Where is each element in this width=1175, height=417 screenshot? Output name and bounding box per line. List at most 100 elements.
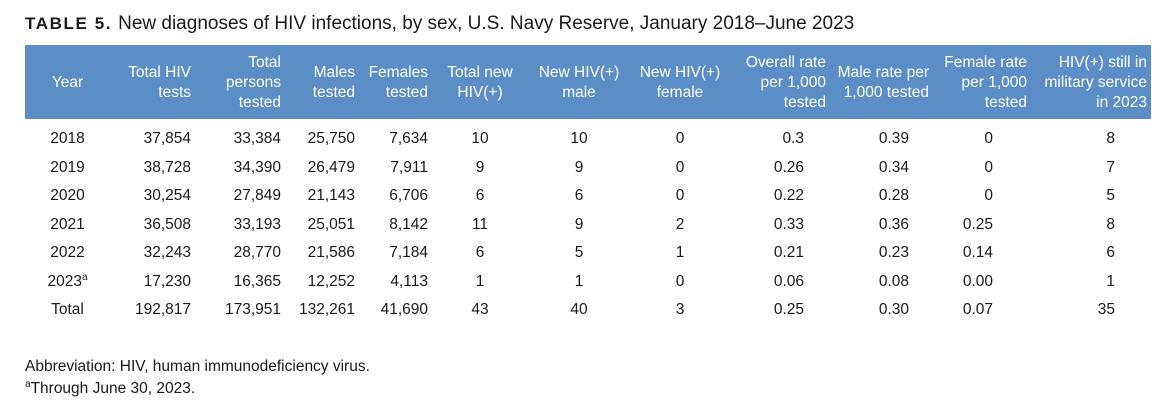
table-cell: 7,911 xyxy=(390,158,428,176)
table-label: TABLE 5. xyxy=(25,14,113,33)
table-cell: 21,143 xyxy=(307,187,355,205)
table-cell: 8,142 xyxy=(389,215,428,233)
table-row: 2018 37,854 33,384 25,750 7,634 10 10 0 0.3 0.39 0… xyxy=(25,119,1151,154)
table-cell: 21,586 xyxy=(307,244,355,262)
table-cell: 8 xyxy=(1106,215,1115,233)
table-cell: 0.25 xyxy=(773,301,804,319)
table-cell: 1 xyxy=(1106,272,1115,290)
table-cell: 0.14 xyxy=(962,244,993,262)
footnote-a-marker: a xyxy=(25,378,31,390)
table-cell: 192,817 xyxy=(134,301,191,319)
table-row: 2022 32,243 28,770 21,586 7,184 6 5 1 0.21 0.23 0.… xyxy=(25,239,1151,268)
table-cell: 43 xyxy=(471,301,489,319)
col-header-new-hiv-male: New HIV(+) male xyxy=(538,64,620,101)
table-cell: 6 xyxy=(1106,244,1115,262)
table-cell: 1 xyxy=(675,244,685,262)
col-header-still-in-service: HIV(+) still in military service in 2023 xyxy=(1044,54,1147,111)
table-cell: 33,384 xyxy=(233,130,281,148)
table-cell: 0.23 xyxy=(878,244,909,262)
table-cell: 0.3 xyxy=(782,130,804,148)
table-cell: 12,252 xyxy=(307,272,355,290)
table-cell: 0 xyxy=(984,158,993,176)
table-cell: 173,951 xyxy=(224,301,281,319)
table-row: Total 192,817 173,951 132,261 41,690 43 40 3 0.2… xyxy=(25,296,1151,325)
table-cell: 0.28 xyxy=(878,187,909,205)
table-cell: 27,849 xyxy=(233,187,281,205)
table-cell: 6 xyxy=(475,244,485,262)
col-header-overall-rate: Overall rate per 1,000 tested xyxy=(745,54,826,111)
table-cell: 0 xyxy=(984,130,993,148)
cell-year: Total xyxy=(51,301,84,319)
table-cell: 0 xyxy=(675,158,685,176)
table-cell: 35 xyxy=(1097,301,1115,319)
col-header-female-rate: Female rate per 1,000 tested xyxy=(944,54,1027,111)
table-row: 2020 30,254 27,849 21,143 6,706 6 6 0 0.22 0.28 0 5 xyxy=(25,182,1151,211)
table-cell: 0.25 xyxy=(962,215,993,233)
table-cell: 41,690 xyxy=(380,301,428,319)
table-cell: 37,854 xyxy=(143,130,191,148)
table-cell: 0 xyxy=(675,272,685,290)
table-cell: 0.00 xyxy=(962,272,993,290)
table-cell: 1 xyxy=(574,272,584,290)
table-cell: 6 xyxy=(475,187,485,205)
table-row: 2021 36,508 33,193 25,051 8,142 11 9 2 0.33 0.36 0… xyxy=(25,211,1151,240)
table-cell: 26,479 xyxy=(307,158,355,176)
table-cell: 36,508 xyxy=(143,215,191,233)
table-cell: 9 xyxy=(574,215,584,233)
table-cell: 0.30 xyxy=(878,301,909,319)
col-header-total-new-hiv: Total new HIV(+) xyxy=(447,64,513,101)
col-header-total-hiv-tests: Total HIV tests xyxy=(128,64,191,101)
table-cell: 17,230 xyxy=(143,272,191,290)
col-header-females-tested: Females tested xyxy=(368,64,428,101)
cell-year: 2019 xyxy=(50,158,85,176)
table-cell: 28,770 xyxy=(233,244,281,262)
table-cell: 11 xyxy=(471,215,489,233)
col-header-male-rate: Male rate per 1,000 tested xyxy=(837,64,929,101)
table-cell: 1 xyxy=(475,272,485,290)
col-header-total-persons-tested: Total persons tested xyxy=(225,54,281,111)
cell-year: 2021 xyxy=(50,215,85,233)
cell-year: 2018 xyxy=(50,130,85,148)
table-cell: 5 xyxy=(574,244,584,262)
table-cell: 0 xyxy=(675,130,685,148)
table-cell: 4,113 xyxy=(390,272,428,290)
table-cell: 32,243 xyxy=(143,244,191,262)
table-cell: 30,254 xyxy=(143,187,191,205)
col-header-new-hiv-female: New HIV(+) female xyxy=(639,64,721,101)
table-cell: 0 xyxy=(675,187,685,205)
table-cell: 40 xyxy=(570,301,588,319)
col-header-year: Year xyxy=(51,74,84,91)
table-cell: 5 xyxy=(1106,187,1115,205)
table-cell: 2 xyxy=(675,215,685,233)
table-cell: 0.33 xyxy=(773,215,804,233)
cell-year: 2022 xyxy=(50,244,85,262)
table-cell: 0 xyxy=(984,187,993,205)
table-cell: 25,750 xyxy=(307,130,355,148)
table-cell: 33,193 xyxy=(233,215,281,233)
table-cell: 25,051 xyxy=(307,215,355,233)
table-cell: 8 xyxy=(1106,130,1115,148)
cell-year: 2023a xyxy=(47,271,88,290)
table-cell: 6 xyxy=(574,187,584,205)
hiv-diagnoses-table: Year Total HIV tests Total persons teste… xyxy=(25,45,1151,325)
table-row: 2023a 17,230 16,365 12,252 4,113 1 1 0 0.06 0.08 0… xyxy=(25,268,1151,297)
table-cell: 9 xyxy=(475,158,485,176)
table-cell: 0.36 xyxy=(878,215,909,233)
table-cell: 3 xyxy=(675,301,685,319)
table-cell: 132,261 xyxy=(298,301,355,319)
table-cell: 10 xyxy=(570,130,588,148)
table-cell: 0.34 xyxy=(878,158,909,176)
table-cell: 7 xyxy=(1106,158,1115,176)
table-cell: 0.22 xyxy=(773,187,804,205)
cell-year: 2020 xyxy=(50,187,85,205)
table-cell: 9 xyxy=(574,158,584,176)
table-row: 2019 38,728 34,390 26,479 7,911 9 9 0 0.26 0.34 0 7 xyxy=(25,154,1151,183)
footnote-abbreviation: Abbreviation: HIV, human immunodeficienc… xyxy=(25,358,370,375)
table-title: TABLE 5. New diagnoses of HIV infections,… xyxy=(25,13,854,35)
table-cell: 10 xyxy=(471,130,489,148)
table-cell: 0.07 xyxy=(962,301,993,319)
table-cell: 0.21 xyxy=(773,244,804,262)
table-cell: 7,184 xyxy=(389,244,428,262)
table-cell: 7,634 xyxy=(389,130,428,148)
table-cell: 0.08 xyxy=(878,272,909,290)
